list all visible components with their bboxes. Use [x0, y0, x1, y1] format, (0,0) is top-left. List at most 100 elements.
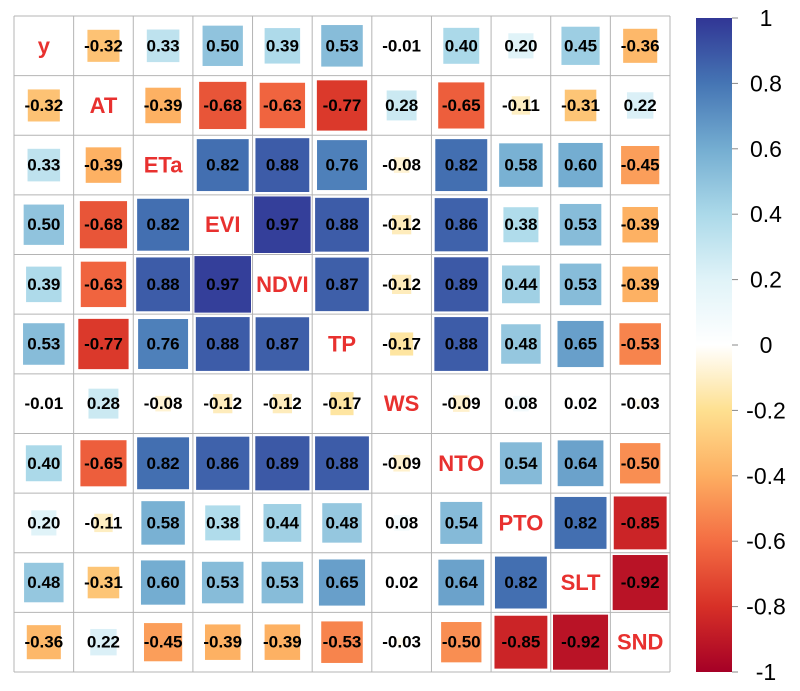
correlation-square [558, 262, 603, 307]
correlation-square [321, 502, 363, 544]
correlation-square [263, 27, 302, 65]
correlation-square [201, 24, 244, 67]
correlation-value-label: 0.33 [147, 36, 180, 55]
correlation-value-label: 0.44 [504, 275, 538, 294]
correlation-value-label: 0.65 [564, 335, 597, 354]
correlation-square [142, 622, 184, 663]
correlation-value-label: -0.03 [621, 394, 660, 413]
correlation-value-label: -0.39 [621, 215, 660, 234]
colorbar-tick-label: -0.8 [746, 594, 786, 620]
correlation-value-label: -0.45 [144, 633, 183, 652]
correlation-value-label: -0.39 [621, 275, 660, 294]
correlation-square [621, 205, 659, 244]
correlation-value-label: 0.60 [147, 573, 180, 592]
correlation-square [434, 138, 489, 193]
correlation-square [510, 95, 532, 116]
correlation-value-label: 0.76 [147, 335, 180, 354]
correlation-square [621, 265, 659, 304]
correlation-value-label: 0.86 [206, 454, 239, 473]
correlation-value-label: -0.03 [382, 633, 421, 652]
colorbar-tick-label: 0.8 [750, 70, 782, 96]
correlation-value-label: 0.38 [504, 215, 537, 234]
variable-label-slt: SLT [561, 570, 601, 595]
correlation-value-label: 0.40 [445, 36, 478, 55]
correlation-square [26, 88, 61, 123]
correlation-value-label: 0.50 [206, 36, 239, 55]
correlation-value-label: 0.02 [564, 394, 597, 413]
correlation-square [620, 144, 661, 186]
correlation-value-label: 0.38 [206, 513, 239, 532]
correlation-value-label: -0.63 [263, 96, 302, 115]
correlation-value-label: -0.01 [382, 36, 421, 55]
correlation-value-label: 0.54 [504, 454, 538, 473]
correlation-value-label: 0.20 [504, 36, 537, 55]
correlation-value-label: 0.53 [27, 335, 60, 354]
correlation-square [618, 322, 662, 366]
correlation-square [30, 509, 58, 537]
correlation-square [204, 504, 242, 542]
correlation-square [498, 441, 543, 486]
correlation-square [493, 614, 549, 670]
correlation-square [500, 323, 542, 365]
correlation-square [135, 256, 192, 313]
correlation-square [317, 558, 367, 607]
correlation-square [271, 393, 293, 415]
correlation-value-label: 0.48 [504, 335, 537, 354]
correlation-square [86, 565, 121, 600]
correlation-square [24, 444, 63, 483]
correlation-value-label: -0.77 [84, 335, 123, 354]
correlation-value-label: 0.58 [504, 156, 537, 175]
correlation-square [195, 435, 251, 491]
correlation-value-label: 0.22 [87, 633, 120, 652]
correlation-square [389, 331, 415, 357]
colorbar-tick-label: -0.4 [746, 463, 786, 489]
correlation-value-label: -0.12 [263, 394, 302, 413]
correlation-square [84, 146, 123, 184]
correlation-square [314, 435, 370, 492]
correlation-square [433, 197, 489, 253]
correlation-value-label: -0.32 [24, 96, 63, 115]
colorbar-tick-label: -1 [756, 659, 776, 685]
variable-label-eta: ETa [144, 153, 183, 178]
colorbar-tick-label: -0.6 [746, 528, 786, 554]
correlation-value-label: 0.87 [325, 275, 358, 294]
correlation-square [560, 25, 601, 66]
correlation-square [193, 255, 253, 314]
correlation-square [440, 621, 483, 664]
correlation-value-label: 0.64 [445, 573, 479, 592]
correlation-value-label: 0.97 [266, 215, 299, 234]
correlation-square [145, 28, 181, 64]
correlation-square [212, 393, 234, 415]
correlation-square [507, 32, 535, 60]
correlation-square [437, 558, 486, 607]
correlation-square [556, 319, 605, 369]
correlation-value-label: 0.28 [385, 96, 418, 115]
correlation-value-label: 0.02 [385, 573, 418, 592]
correlation-square [498, 142, 544, 188]
correlation-value-label: -0.08 [382, 156, 421, 175]
correlation-square [22, 322, 66, 366]
correlation-value-label: 0.54 [445, 513, 479, 532]
correlation-value-label: -0.17 [382, 335, 421, 354]
correlation-square [79, 439, 128, 488]
correlation-value-label: 0.76 [325, 156, 358, 175]
correlation-value-label: 0.60 [564, 156, 597, 175]
correlation-square [437, 81, 486, 130]
correlation-square [26, 147, 62, 183]
correlation-square [22, 203, 65, 246]
correlation-square [136, 197, 191, 252]
colorbar-tick-label: 0.4 [750, 201, 782, 227]
correlation-value-label: -0.68 [203, 96, 242, 115]
correlation-square [203, 623, 242, 661]
variable-label-ws: WS [384, 391, 419, 416]
correlation-value-label: 0.45 [564, 36, 597, 55]
variable-label-tp: TP [328, 332, 356, 357]
correlation-square [563, 88, 598, 123]
correlation-square [501, 264, 541, 305]
correlation-square [329, 391, 355, 417]
correlation-square [198, 80, 248, 131]
correlation-square [254, 137, 311, 194]
correlation-square [253, 195, 312, 255]
correlation-value-label: 0.53 [206, 573, 239, 592]
